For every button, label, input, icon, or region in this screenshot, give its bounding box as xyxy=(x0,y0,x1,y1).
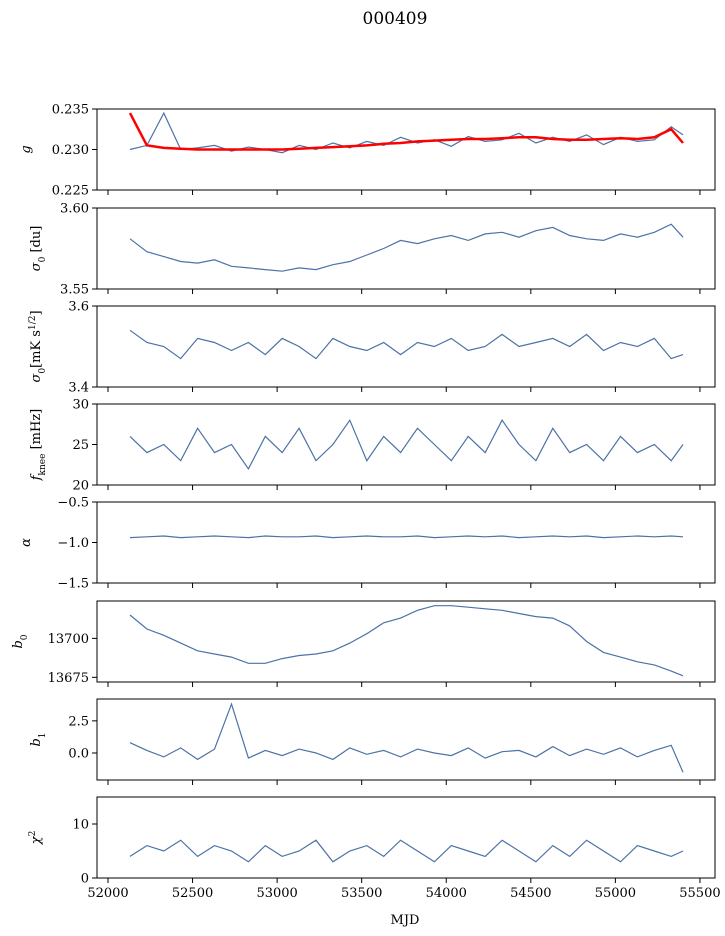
y-tick-label: 13700 xyxy=(48,632,89,647)
y-axis-label-part: [mHz] xyxy=(29,409,44,454)
y-tick-label: 0.225 xyxy=(52,184,89,199)
y-tick-label: 0.235 xyxy=(52,103,89,118)
y-axis-label-part: 1 xyxy=(38,732,48,738)
series-line-sigma0_du xyxy=(129,223,684,272)
y-axis-label-part: b xyxy=(11,640,26,648)
y-axis-label-part: b xyxy=(29,738,44,746)
x-tick-label: 53000 xyxy=(256,886,297,901)
y-axis-label-part: χ xyxy=(29,835,44,845)
series-line-b0 xyxy=(129,605,684,677)
axes-frame xyxy=(96,501,716,584)
x-tick-label: 55500 xyxy=(679,886,720,901)
y-axis-label: σ0 [du] xyxy=(29,226,48,272)
axes-frame xyxy=(96,600,716,683)
x-tick-label: 52500 xyxy=(172,886,213,901)
x-tick-label: 53500 xyxy=(341,886,382,901)
panel-alpha: −1.5 −1.0 −0.5 α xyxy=(19,496,716,592)
x-tick-label: 55000 xyxy=(595,886,636,901)
y-axis-label-part: g xyxy=(19,145,34,153)
y-tick-label: −0.5 xyxy=(57,496,89,511)
y-axis-label: b0 xyxy=(11,634,30,648)
y-tick-label: 3.55 xyxy=(60,283,89,298)
y-axis-label: σ0[mK s1/2] xyxy=(28,310,48,382)
y-axis-label: fknee [mHz] xyxy=(29,409,48,482)
y-tick-label: 13675 xyxy=(48,671,89,686)
y-axis-label-part: 0 xyxy=(38,256,48,262)
y-tick-label: 3.4 xyxy=(68,381,89,396)
axes-frame xyxy=(96,207,716,290)
y-tick-label: 30 xyxy=(72,398,89,413)
y-axis-label-part: [du] xyxy=(29,226,44,257)
axes-frame xyxy=(96,698,716,781)
panel-b1: 0.0 2.5 b1 xyxy=(29,698,716,785)
axes-frame xyxy=(96,796,716,879)
y-tick-label: 3.60 xyxy=(60,202,89,217)
y-axis-label: χ2 xyxy=(28,831,44,846)
y-tick-label: 0 xyxy=(81,872,89,887)
y-tick-label: 3.6 xyxy=(68,300,89,315)
y-axis-label: g xyxy=(19,145,34,153)
panel-sigma0-mk: 3.4 3.6 σ0[mK s1/2] xyxy=(28,300,716,396)
y-tick-label: 20 xyxy=(72,479,89,494)
y-axis-label-part: [mK s xyxy=(29,330,44,368)
y-tick-label: 2.5 xyxy=(68,714,89,729)
series-line-g xyxy=(129,111,684,154)
panel-b0: 13675 13700 b0 xyxy=(11,600,716,687)
x-tick-label: 54000 xyxy=(426,886,467,901)
panel-chi2: 0 10 52000 52500 53000 53500 54000 54500 55000 55… xyxy=(28,796,721,901)
panel-sigma0-du: 3.55 3.60 σ0 [du] xyxy=(29,202,716,298)
y-tick-label: 0.0 xyxy=(68,747,89,762)
y-tick-label: 0.230 xyxy=(52,143,89,158)
y-axis-label-part: 0 xyxy=(20,634,30,640)
y-tick-label: 25 xyxy=(72,438,89,453)
y-axis-label-part: σ xyxy=(29,373,44,383)
series-line-b1 xyxy=(129,702,684,773)
x-axis-label: MJD xyxy=(391,913,420,928)
y-axis-label: α xyxy=(19,538,34,547)
panel-g: 0.225 0.230 0.235 g xyxy=(19,103,716,199)
y-axis-label-part: f xyxy=(29,473,44,481)
y-axis-label-part: α xyxy=(19,538,34,547)
x-tick-label: 54500 xyxy=(510,886,551,901)
panel-fknee: 20 25 30 fknee [mHz] xyxy=(29,398,716,494)
series-line-chi2 xyxy=(129,839,684,863)
y-tick-label: 10 xyxy=(72,818,89,833)
y-axis-label-part: 1/2 xyxy=(28,316,38,330)
series-line-alpha xyxy=(129,535,684,539)
y-axis-label-part: knee xyxy=(38,454,48,476)
series-line-sigma0_mK xyxy=(129,329,684,360)
x-tick-label: 52000 xyxy=(87,886,128,901)
y-axis-label-part: ] xyxy=(29,310,44,315)
series-line-g model xyxy=(128,112,684,151)
series-line-fknee xyxy=(129,418,684,470)
y-axis-label-part: σ xyxy=(29,261,44,271)
y-axis-label-part: 0 xyxy=(38,368,48,374)
axes-frame xyxy=(96,305,716,388)
y-axis-label: b1 xyxy=(29,732,48,746)
y-tick-label: −1.5 xyxy=(57,577,89,592)
y-tick-label: −1.0 xyxy=(57,536,89,551)
y-axis-label-part: 2 xyxy=(28,831,38,837)
chart-title: 000409 xyxy=(363,9,428,29)
